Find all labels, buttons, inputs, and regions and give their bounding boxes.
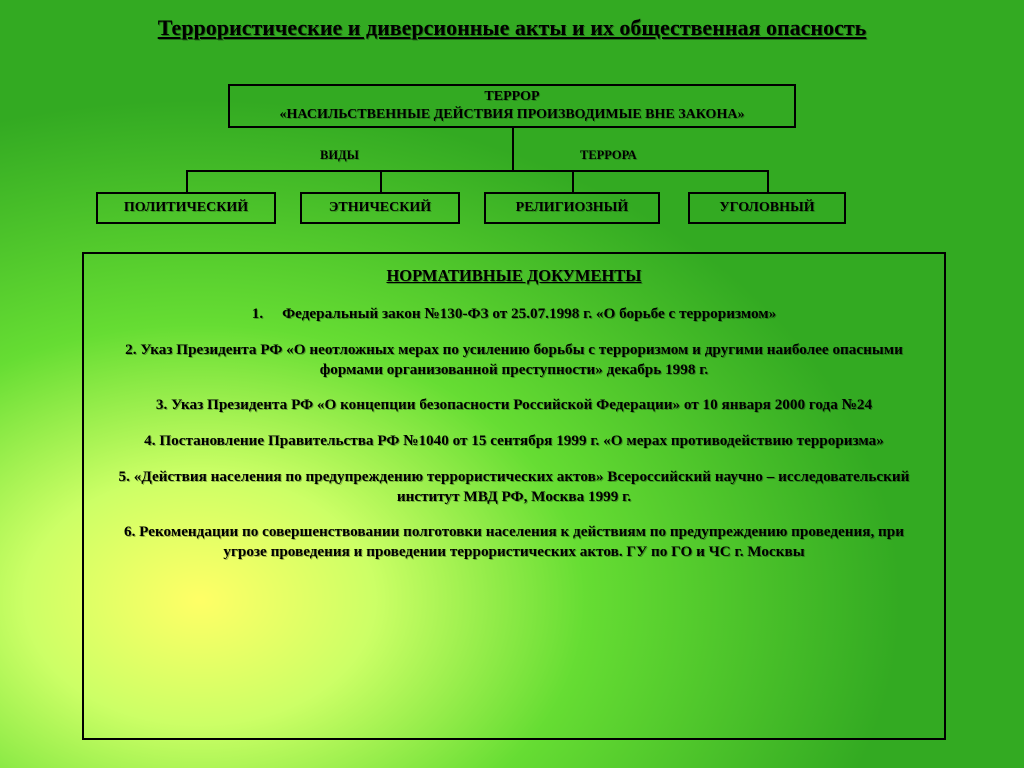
connector-drop-2 (380, 170, 382, 192)
doc-item: 3. Указ Президента РФ «О концепции безоп… (112, 395, 916, 415)
doc-item: 4. Постановление Правительства РФ №1040 … (112, 431, 916, 451)
normative-documents-box: НОРМАТИВНЫЕ ДОКУМЕНТЫ 1. Федеральный зак… (82, 252, 946, 740)
type-box-criminal: УГОЛОВНЫЙ (688, 192, 846, 224)
connector-drop-3 (572, 170, 574, 192)
type-box-political: ПОЛИТИЧЕСКИЙ (96, 192, 276, 224)
connector-main-h (186, 170, 767, 172)
page-title: Террористические и диверсионные акты и и… (0, 0, 1024, 42)
slide-content: Террористические и диверсионные акты и и… (0, 0, 1024, 768)
connector-drop-1 (186, 170, 188, 192)
branch-label-right: ТЕРРОРА (580, 148, 637, 163)
doc-item: 2. Указ Президента РФ «О неотложных мера… (112, 340, 916, 380)
branch-label-left: ВИДЫ (320, 148, 359, 163)
docs-title: НОРМАТИВНЫЕ ДОКУМЕНТЫ (112, 266, 916, 286)
type-box-ethnic: ЭТНИЧЕСКИЙ (300, 192, 460, 224)
terror-line2: «НАСИЛЬСТВЕННЫЕ ДЕЙСТВИЯ ПРОИЗВОДИМЫЕ ВН… (280, 106, 745, 124)
terror-line1: ТЕРРОР (484, 88, 539, 106)
terror-definition-box: ТЕРРОР «НАСИЛЬСТВЕННЫЕ ДЕЙСТВИЯ ПРОИЗВОД… (228, 84, 796, 128)
doc-item: 1. Федеральный закон №130-ФЗ от 25.07.19… (112, 304, 916, 324)
doc-item: 5. «Действия населения по предупреждению… (112, 467, 916, 507)
connector-main-v (512, 128, 514, 170)
connector-drop-4 (767, 170, 769, 192)
type-box-religious: РЕЛИГИОЗНЫЙ (484, 192, 660, 224)
doc-item: 6. Рекомендации по совершенствовании пол… (112, 522, 916, 562)
